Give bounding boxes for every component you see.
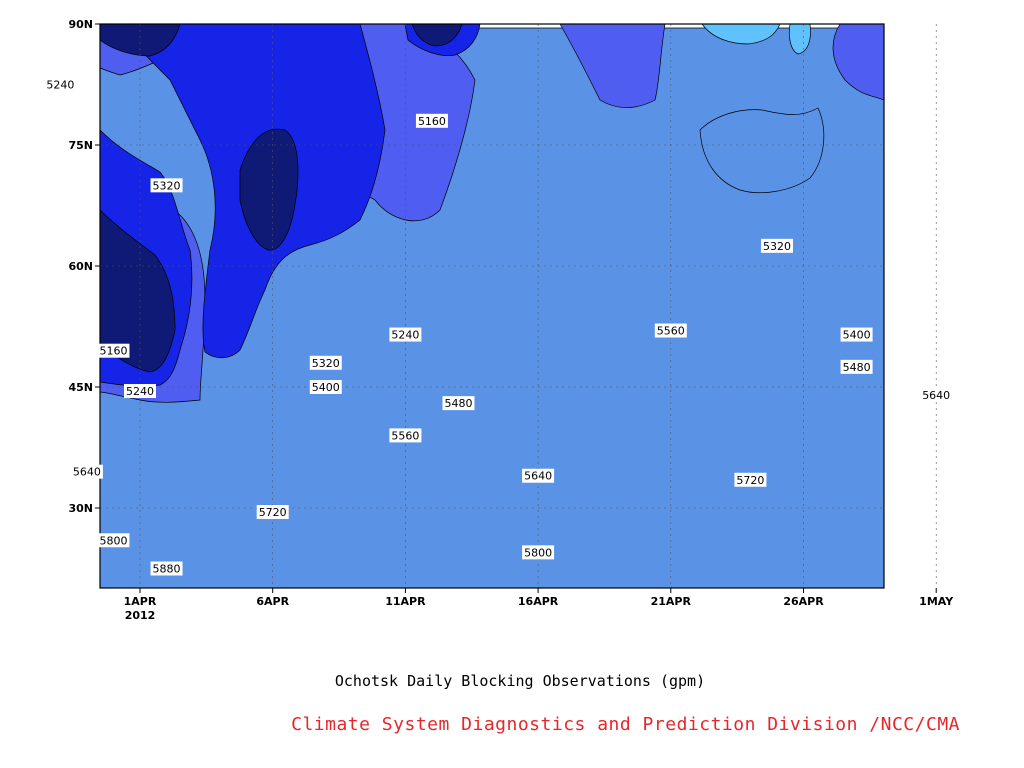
contour-label-bg (389, 327, 422, 342)
contour-label-bg (415, 113, 448, 128)
contour-label-bg (309, 355, 342, 370)
contour-label: 5480 (840, 359, 873, 374)
contour-label: 5640 (70, 464, 103, 479)
y-tick-label: 90N (68, 18, 93, 31)
contour-label-text: 5160 (418, 115, 446, 128)
contour-label-bg (920, 388, 953, 403)
contour-label-text: 5400 (843, 329, 871, 342)
axes: 1APR6APR11APR16APR21APR26APR1MAY6MAY11MA… (68, 18, 954, 622)
contour-core-low-3 (99, 209, 176, 373)
contour-label-text: 5800 (99, 534, 127, 547)
contour-label: 5320 (309, 355, 342, 370)
contour-label: 5400 (309, 380, 342, 394)
contour-label-bg (654, 323, 687, 338)
contour-labels: 5240532051605320532054005480556053205320… (44, 77, 953, 576)
contour-label: 5880 (150, 561, 183, 576)
contour-label-bg (840, 359, 873, 374)
contour-label-text: 5640 (524, 470, 552, 483)
contour-label-text: 5720 (736, 474, 764, 487)
contour-label: 5320 (150, 178, 183, 193)
contour-label-text: 5560 (391, 429, 419, 442)
contour-label-bg (389, 428, 422, 443)
contour-label-text: 5480 (843, 361, 871, 374)
contour-label: 5640 (920, 388, 953, 403)
contour-label: 5720 (256, 505, 289, 520)
contour-core-low-1 (99, 23, 181, 57)
contour-label: 5160 (97, 343, 130, 358)
contour-label-bg (44, 77, 77, 92)
x-tick-label: 1APR (124, 595, 157, 608)
x-tick-label: 11APR (385, 595, 426, 608)
y-tick-label: 30N (68, 502, 93, 515)
contour-band-5400-top (788, 23, 811, 55)
contour-label-bg (522, 545, 555, 560)
contour-chart: 1APR6APR11APR16APR21APR26APR1MAY6MAY11MA… (44, 18, 954, 622)
contour-band-5400-top2 (701, 23, 781, 45)
x-tick-label: 26APR (783, 595, 824, 608)
contour-label: 5240 (124, 384, 156, 399)
x-tick-label: 1MAY (919, 595, 954, 608)
contour-label: 5800 (522, 545, 555, 560)
contour-label-bg (150, 561, 183, 576)
contour-fills (99, 23, 885, 589)
contour-label-text: 5320 (763, 240, 791, 253)
contour-label-bg (734, 472, 767, 487)
contour-label: 5400 (840, 327, 873, 342)
contour-label-bg (70, 464, 103, 479)
contour-label-text: 5240 (126, 385, 154, 398)
contour-label-text: 5560 (657, 325, 685, 338)
contour-label-text: 5480 (444, 397, 472, 410)
contour-label: 5320 (760, 238, 793, 253)
contour-label-text: 5640 (922, 389, 950, 402)
contour-label-bg (442, 396, 475, 411)
y-tick-label: 60N (68, 260, 93, 273)
y-tick-label: 75N (68, 139, 93, 152)
contour-label-bg (150, 178, 183, 193)
contour-label-text: 5400 (312, 381, 340, 394)
contour-label-bg (97, 343, 130, 358)
x-tick-label: 6APR (256, 595, 289, 608)
x-year-label: 2012 (125, 609, 156, 622)
contour-band-5320-island (699, 107, 825, 194)
contour-label-bg (124, 384, 156, 399)
contour-label: 5640 (522, 468, 555, 483)
contour-label: 5560 (654, 323, 687, 338)
contour-label-text: 5800 (524, 546, 552, 559)
contour-label-bg (840, 327, 873, 342)
contour-core-low-4 (411, 23, 463, 47)
contour-label-bg (760, 238, 793, 253)
plot-frame (99, 23, 885, 589)
credit-line: Climate System Diagnostics and Predictio… (291, 714, 960, 735)
contour-label-bg (97, 533, 130, 548)
x-tick-label: 16APR (518, 595, 559, 608)
contour-label-text: 5320 (153, 179, 181, 192)
contour-label-text: 5160 (99, 345, 127, 358)
contour-label: 5480 (442, 396, 475, 411)
contour-label: 5240 (44, 77, 77, 92)
contour-label-text: 5240 (46, 79, 74, 92)
chart-caption: Ochotsk Daily Blocking Observations (gpm… (334, 672, 706, 690)
contour-label: 5240 (389, 327, 422, 342)
contour-label: 5720 (734, 472, 767, 487)
contour-label-text: 5320 (312, 357, 340, 370)
contour-label-text: 5640 (73, 466, 101, 479)
contour-core-low-2 (239, 128, 299, 251)
contour-label-bg (309, 380, 342, 394)
contour-label: 5160 (415, 113, 448, 128)
contour-label-text: 5720 (259, 506, 287, 519)
contour-label-text: 5880 (153, 563, 181, 576)
contour-label: 5560 (389, 428, 422, 443)
contour-label-bg (522, 468, 555, 483)
contour-label-bg (256, 505, 289, 520)
x-tick-label: 21APR (651, 595, 692, 608)
y-tick-label: 45N (68, 381, 93, 394)
contour-label: 5800 (97, 533, 130, 548)
contour-label-text: 5240 (391, 329, 419, 342)
